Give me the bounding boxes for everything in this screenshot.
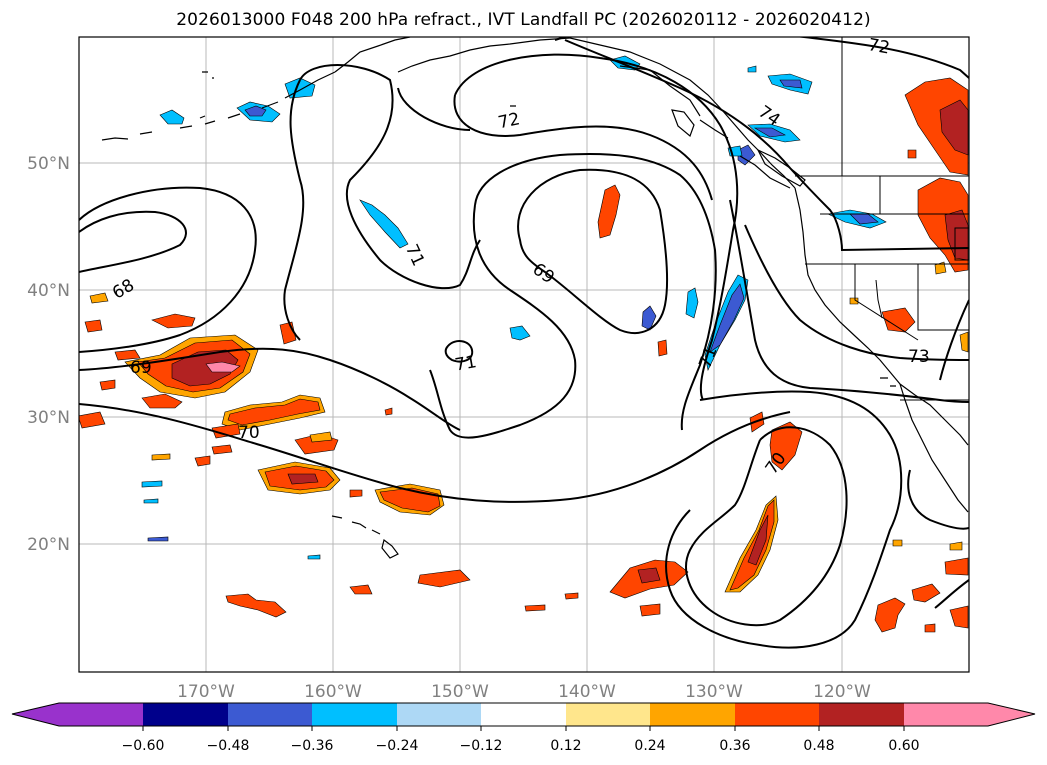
colorbar-swatch-extend-low — [12, 703, 143, 726]
contour-label-70-west: 70 — [238, 423, 260, 443]
colorbar-tick-label: 0.48 — [803, 738, 834, 754]
colorbar-tick-label: −0.60 — [122, 738, 165, 754]
colorbar-tick-label: −0.12 — [460, 738, 503, 754]
colorbar-tick-label: −0.48 — [207, 738, 250, 754]
colorbar-tick-label: 0.12 — [550, 738, 581, 754]
map-area: 72 72 74 71 69 68 69 71 71 70 70 73 — [79, 35, 969, 672]
colorbar-tick-label: −0.24 — [376, 738, 419, 754]
coastlines — [101, 37, 969, 559]
colorbar-outline — [11, 702, 1036, 727]
negative-anomaly-fill — [141, 55, 887, 560]
lon-label-170w: 170°W — [177, 682, 235, 702]
contour-label-69-west: 69 — [130, 358, 152, 378]
lat-label-30n: 30°N — [27, 408, 70, 428]
colorbar-tick-label: 0.36 — [719, 738, 750, 754]
lon-label-120w: 120°W — [813, 682, 871, 702]
contour-label-72-north: 72 — [866, 35, 891, 58]
contour-label-68: 68 — [109, 275, 138, 303]
colorbar-tick-label: 0.60 — [888, 738, 919, 754]
colorbar-swatch-9 — [819, 703, 904, 726]
latitude-labels: 50°N 40°N 30°N 20°N — [27, 154, 70, 555]
contour-label-72-center: 72 — [496, 109, 521, 133]
contour-label-71-small: 71 — [453, 352, 478, 375]
colorbar-swatch-8 — [735, 703, 819, 726]
colorbar-swatch-5 — [481, 703, 566, 726]
colorbar-tick-label: 0.24 — [634, 738, 665, 754]
lat-label-20n: 20°N — [27, 535, 70, 555]
lon-label-130w: 130°W — [685, 682, 743, 702]
colorbar-swatch-2 — [228, 703, 312, 726]
colorbar-tick-label: −0.36 — [291, 738, 334, 754]
contour-lines — [79, 37, 969, 649]
map-frame — [78, 36, 970, 673]
colorbar-swatch-6 — [566, 703, 650, 726]
colorbar-swatch-4 — [397, 703, 481, 726]
longitude-labels: 170°W 160°W 150°W 140°W 130°W 120°W — [177, 682, 871, 702]
colorbar: −0.60 −0.48 −0.36 −0.24 −0.12 0.12 0.24 … — [11, 702, 1036, 754]
lon-label-160w: 160°W — [304, 682, 362, 702]
positive-anomaly-fill — [79, 77, 969, 633]
contour-label-73: 73 — [908, 347, 930, 367]
colorbar-swatch-extend-high — [904, 703, 1035, 726]
lon-label-140w: 140°W — [558, 682, 616, 702]
plot-title: 2026013000 F048 200 hPa refract., IVT La… — [176, 10, 871, 30]
colorbar-swatch-1 — [143, 703, 228, 726]
lat-label-40n: 40°N — [27, 281, 70, 301]
lon-label-150w: 150°W — [431, 682, 489, 702]
lat-label-50n: 50°N — [27, 154, 70, 174]
colorbar-swatch-3 — [312, 703, 397, 726]
colorbar-swatch-7 — [650, 703, 735, 726]
